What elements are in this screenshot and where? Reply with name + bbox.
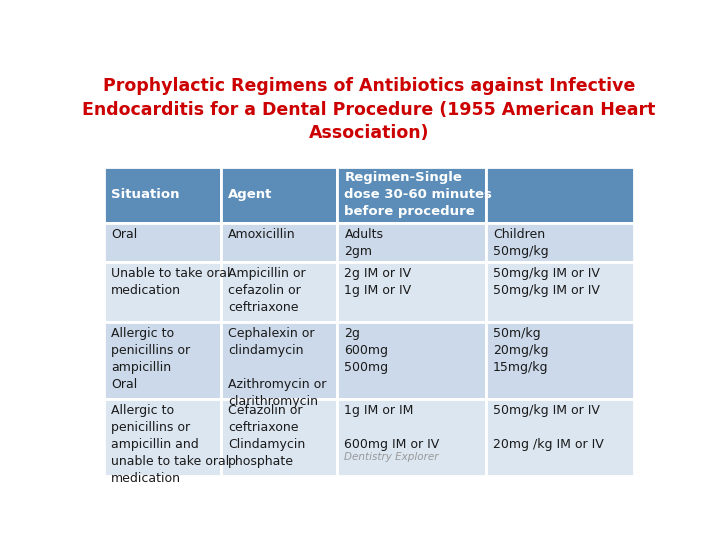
Text: 50mg/kg IM or IV
50mg/kg IM or IV: 50mg/kg IM or IV 50mg/kg IM or IV [493, 267, 600, 297]
Text: Cefazolin or
ceftriaxone
Clindamycin
phosphate: Cefazolin or ceftriaxone Clindamycin pho… [228, 404, 305, 468]
Text: Unable to take oral
medication: Unable to take oral medication [111, 267, 230, 297]
Bar [485, 399, 634, 476]
Bar [104, 167, 220, 223]
Text: Children
50mg/kg: Children 50mg/kg [493, 228, 549, 259]
Text: 50mg/kg IM or IV

20mg /kg IM or IV: 50mg/kg IM or IV 20mg /kg IM or IV [493, 404, 603, 451]
Text: Situation: Situation [111, 188, 180, 201]
Text: Dentistry Explorer: Dentistry Explorer [344, 452, 439, 462]
Bar [337, 399, 485, 476]
Bar [104, 262, 220, 321]
Bar [104, 399, 220, 476]
Bar [337, 262, 485, 321]
Text: Agent: Agent [228, 188, 272, 201]
Text: Amoxicillin: Amoxicillin [228, 228, 295, 241]
Bar [220, 399, 337, 476]
Text: 2g IM or IV
1g IM or IV: 2g IM or IV 1g IM or IV [344, 267, 412, 297]
Bar [485, 223, 634, 262]
Bar [104, 223, 220, 262]
Bar [485, 167, 634, 223]
Text: Adults
2gm: Adults 2gm [344, 228, 384, 259]
Text: Cephalexin or
clindamycin

Azithromycin or
clarithromycin: Cephalexin or clindamycin Azithromycin o… [228, 327, 326, 408]
Text: Oral: Oral [111, 228, 138, 241]
Bar [485, 262, 634, 321]
Bar [337, 167, 485, 223]
Bar [337, 223, 485, 262]
Bar [220, 167, 337, 223]
Bar [220, 321, 337, 399]
Bar [337, 321, 485, 399]
Bar [104, 321, 220, 399]
Text: 1g IM or IM

600mg IM or IV: 1g IM or IM 600mg IM or IV [344, 404, 440, 451]
Text: Allergic to
penicillins or
ampicillin
Oral: Allergic to penicillins or ampicillin Or… [111, 327, 190, 391]
Text: 50m/kg
20mg/kg
15mg/kg: 50m/kg 20mg/kg 15mg/kg [493, 327, 549, 374]
Text: Prophylactic Regimens of Antibiotics against Infective
Endocarditis for a Dental: Prophylactic Regimens of Antibiotics aga… [82, 77, 656, 143]
Bar [220, 262, 337, 321]
Text: 2g
600mg
500mg: 2g 600mg 500mg [344, 327, 389, 374]
Bar [220, 223, 337, 262]
Bar [485, 321, 634, 399]
Text: Allergic to
penicillins or
ampicillin and
unable to take oral
medication: Allergic to penicillins or ampicillin an… [111, 404, 230, 485]
Text: Regimen-Single
dose 30-60 minutes
before procedure: Regimen-Single dose 30-60 minutes before… [344, 171, 492, 218]
Text: Ampicillin or
cefazolin or
ceftriaxone: Ampicillin or cefazolin or ceftriaxone [228, 267, 305, 314]
